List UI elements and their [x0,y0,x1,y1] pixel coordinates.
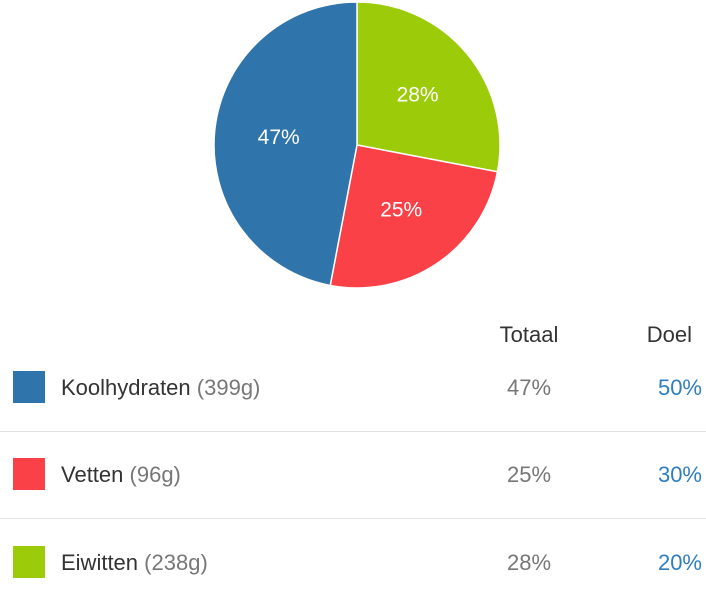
eiwitten-name: Eiwitten [61,550,139,575]
koolhydraten-total: 47% [506,375,552,400]
vetten-color-swatch [13,458,45,490]
macro-table-header: Totaal Doel [0,318,706,352]
vetten-label: Vetten (96g) [61,462,181,488]
vetten-name: Vetten [61,462,124,487]
macro-row-koolhydraten: Koolhydraten (399g) 47% 50% [0,345,706,431]
koolhydraten-name: Koolhydraten [61,375,191,400]
koolhydraten-grams: (399g) [196,375,261,400]
eiwitten-total: 28% [506,550,552,575]
vetten-grams: (96g) [129,462,181,487]
eiwitten-goal: 20% [657,550,702,575]
eiwitten-label: Eiwitten (238g) [61,550,208,576]
eiwitten-color-swatch [13,546,45,578]
pie-slice-eiwitten [356,1,501,173]
vetten-goal: 30% [657,462,702,487]
macro-pie-chart: 28% 25% 47% [213,1,501,289]
pie-label-vetten: 25% [380,199,422,222]
koolhydraten-label: Koolhydraten (399g) [61,375,260,401]
pie-slice-vetten [329,144,499,289]
koolhydraten-color-swatch [13,371,45,403]
koolhydraten-goal: 50% [657,375,702,400]
macro-row-eiwitten: Eiwitten (238g) 28% 20% [0,520,706,606]
row-divider [0,518,706,519]
total-column-header: Totaal [499,322,559,347]
eiwitten-grams: (238g) [144,550,208,575]
row-divider [0,431,706,432]
vetten-total: 25% [506,462,552,487]
pie-slice-koolhydraten [213,1,358,287]
pie-label-eiwitten: 28% [397,83,439,106]
goal-column-header: Doel [646,322,692,347]
pie-label-koolhydraten: 47% [258,126,300,149]
macro-row-vetten: Vetten (96g) 25% 30% [0,432,706,518]
